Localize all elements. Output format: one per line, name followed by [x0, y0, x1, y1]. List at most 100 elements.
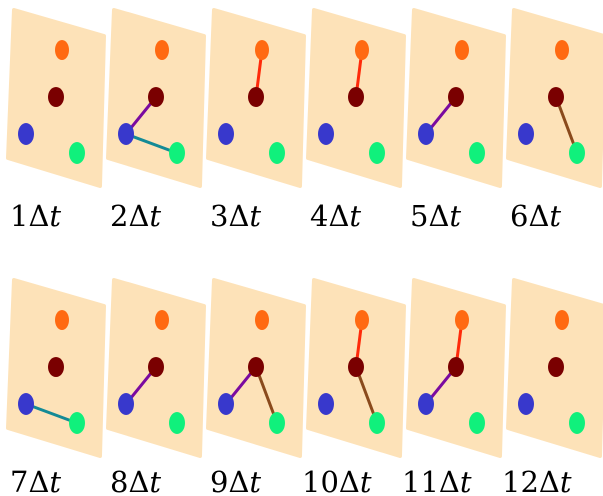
frame-2: [108, 10, 204, 186]
node-green: [469, 412, 485, 434]
frame-label: 6Δt: [510, 199, 561, 233]
label-number: 7: [10, 465, 28, 496]
label-number: 5: [410, 199, 428, 233]
label-variable: t: [49, 199, 61, 233]
node-orange: [355, 40, 369, 60]
label-number: 2: [110, 199, 128, 233]
label-number: 11: [402, 465, 439, 496]
label-number: 10: [302, 465, 339, 496]
node-orange: [455, 40, 469, 60]
node-blue: [218, 393, 234, 415]
node-orange: [55, 40, 69, 60]
node-orange: [155, 310, 169, 330]
frame-8: [108, 280, 204, 456]
node-dark-red: [48, 357, 64, 377]
node-green: [569, 412, 585, 434]
node-dark-red: [348, 357, 364, 377]
node-dark-red: [148, 87, 164, 107]
label-delta: Δ: [428, 199, 449, 233]
node-orange: [555, 310, 569, 330]
node-dark-red: [548, 87, 564, 107]
node-blue: [18, 123, 34, 145]
frame-label: 10Δt: [302, 465, 372, 496]
node-green: [169, 412, 185, 434]
label-variable: t: [449, 199, 461, 233]
node-green: [269, 142, 285, 164]
label-delta: Δ: [439, 465, 460, 496]
node-green: [69, 412, 85, 434]
label-delta: Δ: [539, 465, 560, 496]
node-blue: [518, 123, 534, 145]
label-delta: Δ: [128, 465, 149, 496]
node-orange: [555, 40, 569, 60]
frame-3: [208, 10, 304, 186]
node-dark-red: [148, 357, 164, 377]
label-number: 6: [510, 199, 528, 233]
label-variable: t: [249, 465, 261, 496]
label-variable: t: [549, 199, 561, 233]
node-green: [169, 142, 185, 164]
label-variable: t: [560, 465, 572, 496]
frame-label: 2Δt: [110, 199, 161, 233]
node-dark-red: [448, 87, 464, 107]
frame-5: [408, 10, 504, 186]
node-blue: [118, 393, 134, 415]
node-blue: [118, 123, 134, 145]
node-dark-red: [448, 357, 464, 377]
frame-10: [308, 280, 404, 456]
label-delta: Δ: [228, 199, 249, 233]
node-dark-red: [548, 357, 564, 377]
label-delta: Δ: [328, 199, 349, 233]
node-dark-red: [248, 357, 264, 377]
node-orange: [155, 40, 169, 60]
frame-4: [308, 10, 404, 186]
node-blue: [218, 123, 234, 145]
label-variable: t: [149, 199, 161, 233]
frame-label: 4Δt: [310, 199, 361, 233]
label-variable: t: [360, 465, 372, 496]
frame-label: 12Δt: [502, 465, 572, 496]
node-orange: [455, 310, 469, 330]
frame-7: [8, 280, 104, 456]
node-dark-red: [348, 87, 364, 107]
frame-label: 8Δt: [110, 465, 161, 496]
label-number: 3: [210, 199, 228, 233]
label-number: 9: [210, 465, 228, 496]
label-delta: Δ: [228, 465, 249, 496]
frame-label: 11Δt: [402, 465, 472, 496]
label-delta: Δ: [528, 199, 549, 233]
label-delta: Δ: [28, 465, 49, 496]
node-dark-red: [48, 87, 64, 107]
node-orange: [55, 310, 69, 330]
frame-12: [508, 280, 603, 456]
node-blue: [18, 393, 34, 415]
node-dark-red: [248, 87, 264, 107]
label-variable: t: [249, 199, 261, 233]
frame-9: [208, 280, 304, 456]
node-green: [469, 142, 485, 164]
node-orange: [255, 40, 269, 60]
node-orange: [255, 310, 269, 330]
label-variable: t: [460, 465, 472, 496]
label-number: 1: [10, 199, 28, 233]
node-blue: [318, 123, 334, 145]
label-delta: Δ: [128, 199, 149, 233]
label-number: 12: [502, 465, 539, 496]
frame-label: 3Δt: [210, 199, 261, 233]
node-blue: [518, 393, 534, 415]
label-delta: Δ: [339, 465, 360, 496]
node-green: [369, 142, 385, 164]
label-variable: t: [49, 465, 61, 496]
frame-6: [508, 10, 603, 186]
frame-label: 9Δt: [210, 465, 261, 496]
node-green: [69, 142, 85, 164]
label-variable: t: [349, 199, 361, 233]
frame-label: 5Δt: [410, 199, 461, 233]
node-orange: [355, 310, 369, 330]
frame-label: 7Δt: [10, 465, 61, 496]
node-green: [269, 412, 285, 434]
frame-label: 1Δt: [10, 199, 61, 233]
node-green: [569, 142, 585, 164]
label-number: 8: [110, 465, 128, 496]
